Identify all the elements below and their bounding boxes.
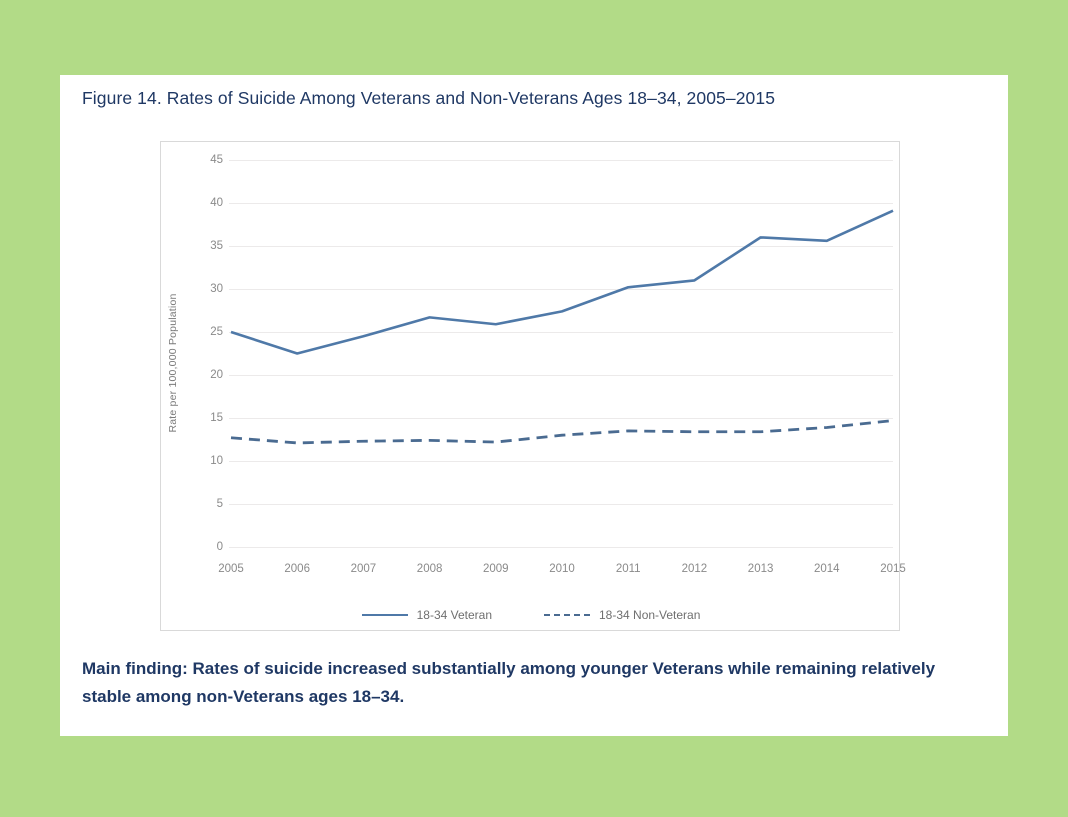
page-title: Figure 14. Rates of Suicide Among Vetera… (82, 88, 776, 108)
gridline (229, 160, 893, 161)
x-tick-label: 2010 (549, 563, 575, 575)
gridline (229, 289, 893, 290)
y-tick-label: 35 (210, 240, 223, 252)
solid-line-swatch-icon (361, 614, 408, 616)
y-tick-label: 30 (210, 283, 223, 295)
main-finding-caption: Main finding: Rates of suicide increased… (82, 659, 936, 706)
gridline (229, 332, 893, 333)
figure-card: Figure 14. Rates of Suicide Among Vetera… (60, 75, 1008, 736)
x-tick-label: 2014 (814, 563, 840, 575)
chart-container: Rate per 100,000 Population 0 5 10 15 20 25 30… (160, 141, 906, 632)
x-tick-label: 2006 (284, 563, 310, 575)
legend-label-non-veteran: 18-34 Non-Veteran (599, 608, 701, 622)
y-tick-label: 25 (210, 326, 223, 338)
y-axis-ticks: 0 5 10 15 20 25 30 35 40 45 (161, 142, 223, 632)
legend-label-veteran: 18-34 Veteran (416, 608, 492, 622)
series-line-veteran (230, 209, 894, 355)
plot-area: Rate per 100,000 Population 0 5 10 15 20 25 30… (161, 142, 906, 632)
chart-legend: 18-34 Veteran 18-34 Non-Veteran (161, 608, 901, 622)
x-tick-label: 2009 (483, 563, 509, 575)
gridline (229, 246, 893, 247)
x-tick-label: 2005 (218, 563, 244, 575)
gridline (229, 203, 893, 204)
legend-item-veteran[interactable]: 18-34 Veteran (361, 608, 492, 622)
gridline (229, 461, 893, 462)
x-tick-label: 2008 (416, 563, 443, 575)
series-line-non-veteran (230, 419, 894, 445)
x-tick-label: 2015 (880, 563, 906, 575)
y-tick-label: 20 (210, 369, 223, 381)
y-tick-label: 40 (210, 197, 223, 209)
legend-item-non-veteran[interactable]: 18-34 Non-Veteran (544, 608, 700, 622)
y-tick-label: 10 (210, 455, 223, 467)
gridline (229, 375, 893, 376)
gridline (229, 547, 893, 548)
x-tick-label: 2011 (615, 563, 641, 575)
y-tick-label: 45 (210, 154, 223, 166)
x-tick-label: 2013 (747, 563, 774, 575)
x-tick-label: 2012 (681, 563, 708, 575)
gridline (229, 418, 893, 419)
y-tick-label: 15 (210, 412, 223, 424)
y-tick-label: 5 (216, 498, 223, 510)
y-tick-label: 0 (216, 541, 223, 553)
x-tick-label: 2007 (350, 563, 377, 575)
gridline (229, 504, 893, 505)
chart-series-layer (230, 209, 894, 445)
dashed-line-swatch-icon (544, 614, 590, 616)
